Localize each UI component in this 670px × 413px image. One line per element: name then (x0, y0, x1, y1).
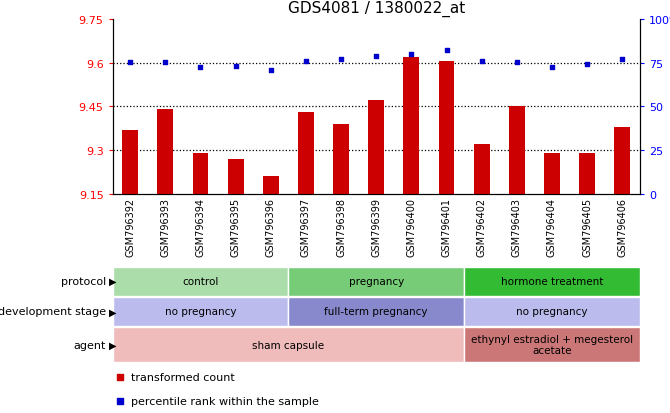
Text: ▶: ▶ (109, 276, 117, 287)
Bar (157, 110, 174, 194)
Bar (113, 297, 288, 326)
Point (125, 59, 135, 66)
Text: ▶: ▶ (109, 306, 117, 317)
Title: GDS4081 / 1380022_at: GDS4081 / 1380022_at (287, 1, 465, 17)
Point (441, 48, 452, 55)
Point (230, 64, 241, 70)
Point (406, 51, 417, 58)
Bar (474, 145, 490, 194)
Text: GSM796404: GSM796404 (547, 198, 557, 256)
Text: GSM796393: GSM796393 (160, 198, 170, 256)
Text: GSM796405: GSM796405 (582, 198, 592, 257)
Point (582, 62, 592, 69)
Text: GSM796406: GSM796406 (617, 198, 627, 256)
Bar (288, 297, 464, 326)
Point (265, 68, 276, 74)
Text: pregnancy: pregnancy (348, 276, 404, 287)
Bar (122, 130, 138, 194)
Text: ethynyl estradiol + megesterol
acetate: ethynyl estradiol + megesterol acetate (471, 334, 633, 356)
Text: GSM796394: GSM796394 (196, 198, 206, 256)
Text: GSM796403: GSM796403 (512, 198, 522, 256)
Bar (464, 267, 640, 296)
Text: GSM796395: GSM796395 (230, 198, 241, 257)
Text: ▶: ▶ (109, 340, 117, 350)
Text: hormone treatment: hormone treatment (500, 276, 603, 287)
Bar (403, 57, 419, 194)
Text: GSM796402: GSM796402 (476, 198, 486, 257)
Point (617, 57, 628, 63)
Text: GSM796399: GSM796399 (371, 198, 381, 256)
Text: protocol: protocol (60, 276, 106, 287)
Text: sham capsule: sham capsule (253, 340, 324, 350)
Point (511, 59, 522, 66)
Bar (192, 154, 208, 194)
Point (160, 59, 171, 66)
Bar (263, 177, 279, 194)
Bar (298, 113, 314, 194)
Bar (509, 107, 525, 194)
Point (195, 64, 206, 71)
Text: agent: agent (74, 340, 106, 350)
Text: percentile rank within the sample: percentile rank within the sample (131, 396, 319, 406)
Bar (228, 159, 243, 194)
Bar (333, 124, 349, 194)
Text: transformed count: transformed count (131, 372, 234, 382)
Point (115, 374, 126, 380)
Text: full-term pregnancy: full-term pregnancy (324, 306, 428, 317)
Point (371, 53, 381, 60)
Bar (544, 154, 560, 194)
Text: GSM796397: GSM796397 (301, 198, 311, 257)
Bar (113, 267, 288, 296)
Text: development stage: development stage (0, 306, 106, 317)
Text: GSM796401: GSM796401 (442, 198, 452, 256)
Text: GSM796398: GSM796398 (336, 198, 346, 256)
Bar (288, 267, 464, 296)
Bar (439, 62, 454, 194)
Text: GSM796396: GSM796396 (266, 198, 276, 256)
Point (115, 397, 126, 404)
Text: control: control (182, 276, 218, 287)
Text: GSM796392: GSM796392 (125, 198, 135, 257)
Point (336, 57, 346, 63)
Text: no pregnancy: no pregnancy (165, 306, 237, 317)
Bar (369, 101, 384, 194)
Bar (614, 127, 630, 194)
Text: no pregnancy: no pregnancy (516, 306, 588, 317)
Bar (113, 328, 464, 362)
Point (547, 64, 557, 71)
Bar (464, 328, 640, 362)
Bar (579, 154, 595, 194)
Text: GSM796400: GSM796400 (407, 198, 416, 256)
Point (476, 58, 487, 65)
Point (301, 58, 312, 65)
Bar (464, 297, 640, 326)
